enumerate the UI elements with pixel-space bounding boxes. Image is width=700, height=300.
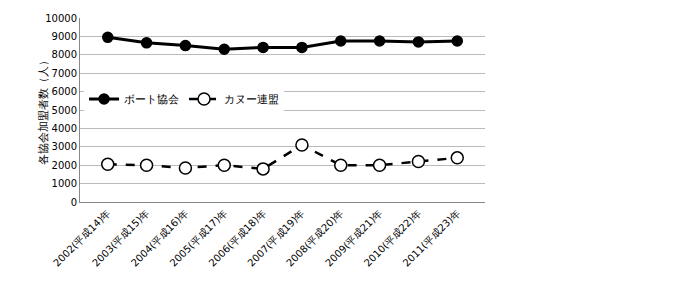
svg-text:2009(平成21)年: 2009(平成21)年 — [323, 207, 385, 269]
svg-text:5000: 5000 — [52, 105, 77, 116]
svg-text:6000: 6000 — [52, 86, 77, 97]
svg-text:10000: 10000 — [45, 13, 77, 24]
svg-text:0: 0 — [71, 197, 77, 208]
svg-text:2002(平成14)年: 2002(平成14)年 — [51, 207, 113, 269]
svg-text:2011(平成23)年: 2011(平成23)年 — [401, 207, 463, 269]
svg-text:2003(平成15)年: 2003(平成15)年 — [90, 207, 152, 269]
svg-text:9000: 9000 — [52, 31, 77, 42]
svg-text:各協会加盟者数（人）: 各協会加盟者数（人） — [37, 55, 50, 165]
svg-text:カヌー連盟: カヌー連盟 — [224, 93, 279, 106]
svg-text:4000: 4000 — [52, 123, 77, 134]
svg-text:1000: 1000 — [52, 178, 77, 189]
svg-text:7000: 7000 — [52, 68, 77, 79]
svg-text:2005(平成17)年: 2005(平成17)年 — [168, 207, 230, 269]
svg-text:3000: 3000 — [52, 141, 77, 152]
svg-text:ボート協会: ボート協会 — [124, 93, 179, 106]
svg-text:2006(平成18)年: 2006(平成18)年 — [207, 207, 269, 269]
svg-text:2010(平成22)年: 2010(平成22)年 — [362, 207, 424, 269]
svg-text:2008(平成20)年: 2008(平成20)年 — [284, 207, 346, 269]
svg-text:2004(平成16)年: 2004(平成16)年 — [129, 207, 191, 269]
svg-text:8000: 8000 — [52, 49, 77, 60]
svg-text:2000: 2000 — [52, 160, 77, 171]
svg-text:2007(平成19)年: 2007(平成19)年 — [245, 207, 307, 269]
